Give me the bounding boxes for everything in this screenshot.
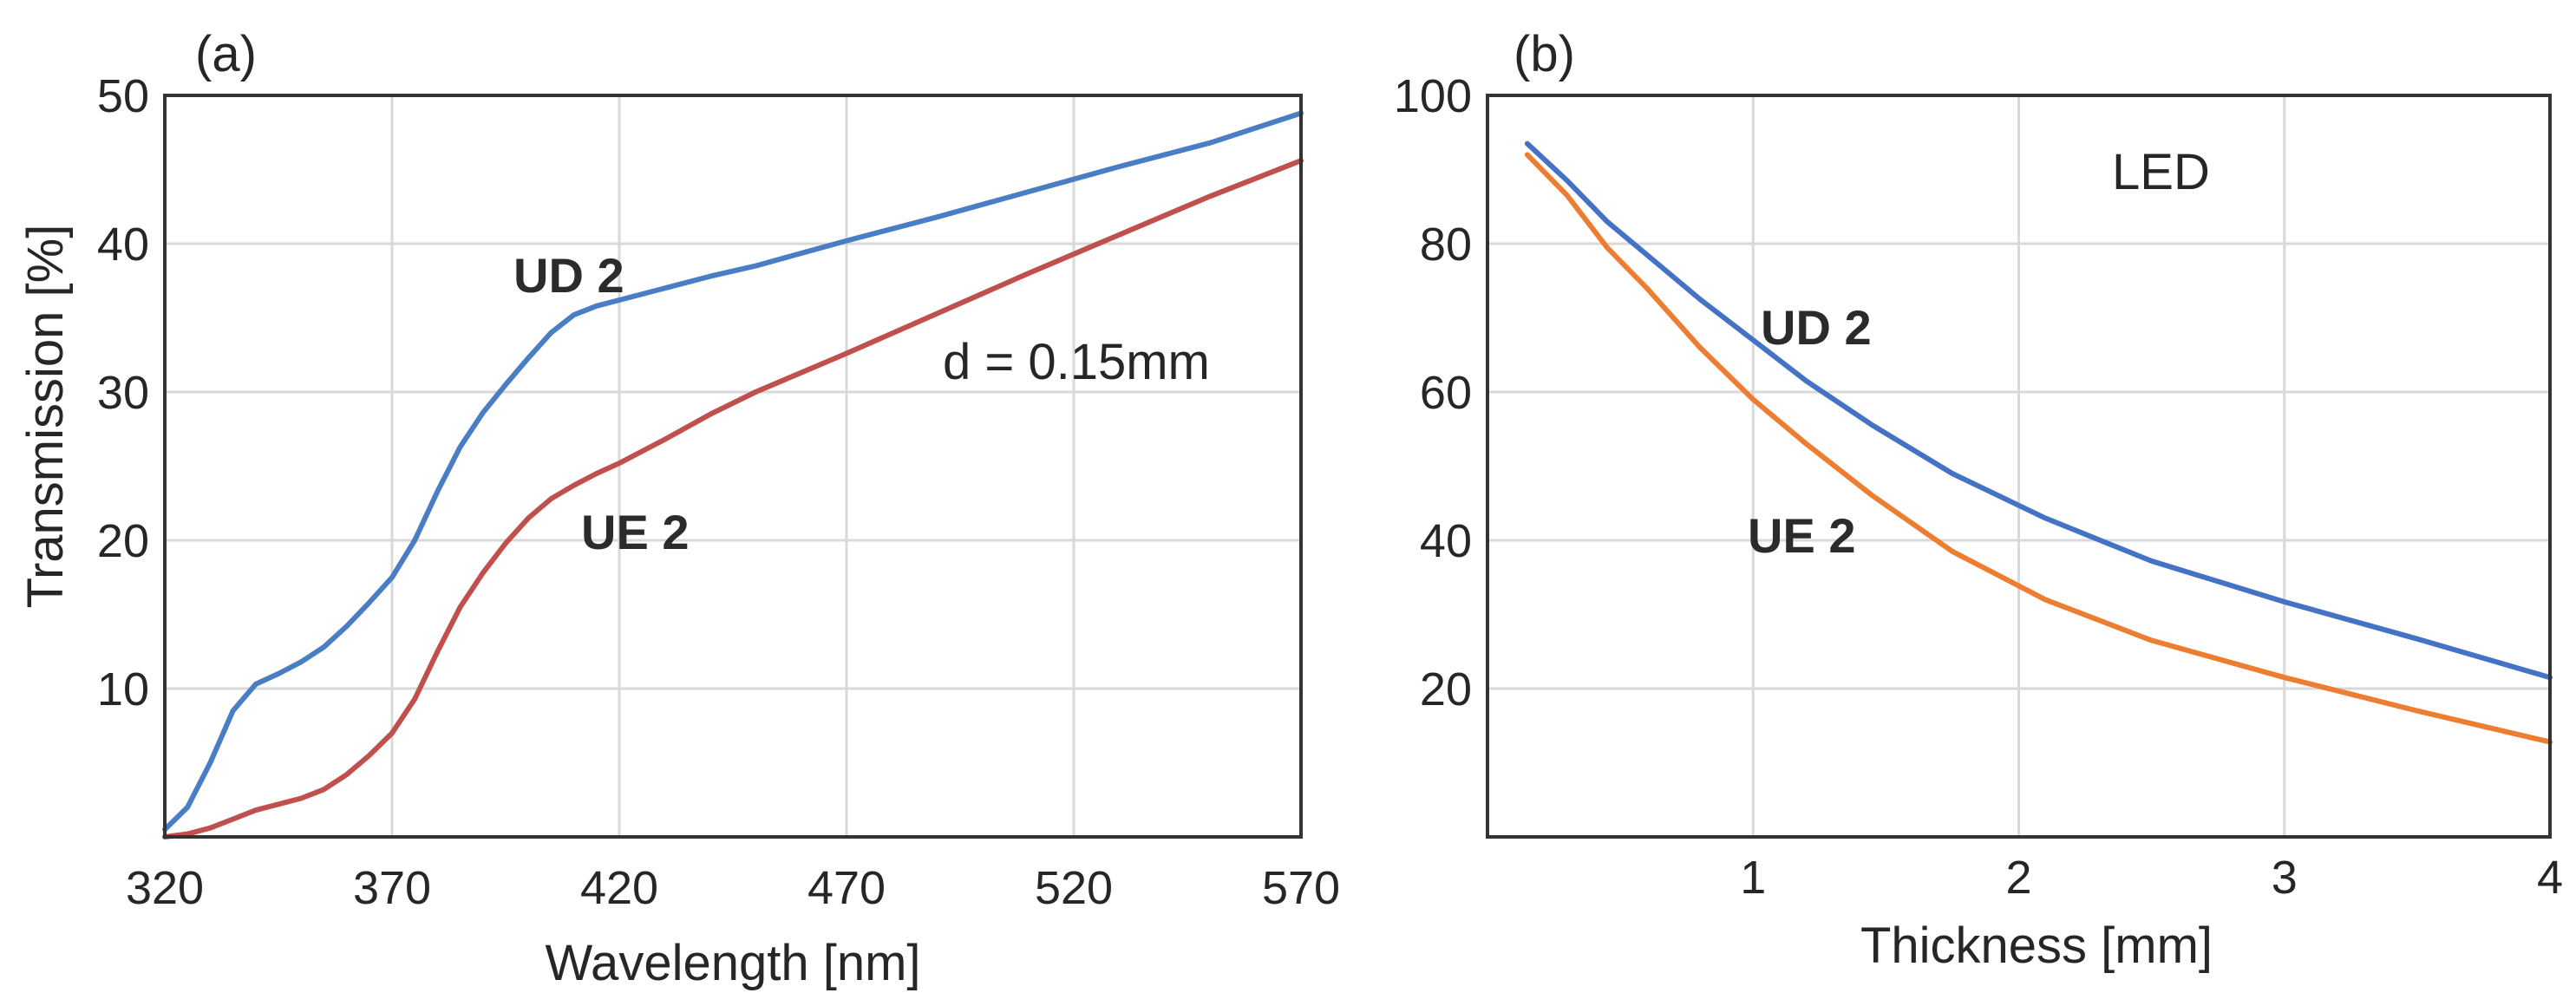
- panel-b: 1 2 3 4 20 40 60 80 100 (b) Thickness [mm] UD 2…: [1394, 26, 2563, 974]
- y-tick-label: 40: [1420, 515, 1472, 567]
- panel-a-label: (a): [195, 26, 257, 82]
- panel-a-thickness-note: d = 0.15mm: [943, 334, 1210, 390]
- panel-a-y-tick-labels: 10 20 30 40 50: [97, 70, 149, 715]
- x-tick-label: 370: [353, 862, 431, 914]
- panel-b-x-axis-title: Thickness [mm]: [1860, 918, 2213, 974]
- x-tick-label: 3: [2272, 852, 2298, 904]
- x-tick-label: 320: [126, 862, 204, 914]
- series-line-ud2: [162, 110, 1304, 833]
- panel-b-x-tick-labels: 1 2 3 4: [1740, 852, 2563, 904]
- panel-a-series-label-ue2: UE 2: [581, 505, 690, 559]
- panel-b-grid: [1487, 95, 2550, 837]
- series-line-ud2: [1524, 140, 2553, 681]
- series-line-ue2: [162, 158, 1304, 839]
- panel-a-series-lines: [162, 110, 1304, 839]
- series-line-ue2: [1524, 152, 2553, 745]
- y-tick-label: 10: [97, 663, 149, 715]
- panel-a-series-label-ud2: UD 2: [513, 248, 624, 303]
- y-tick-label: 50: [97, 70, 149, 122]
- panel-b-led-label: LED: [2112, 144, 2210, 200]
- x-tick-label: 420: [580, 862, 658, 914]
- y-tick-label: 80: [1420, 219, 1472, 271]
- x-tick-label: 1: [1740, 852, 1766, 904]
- panel-b-series-label-ue2: UE 2: [1748, 508, 1856, 563]
- y-tick-label: 100: [1394, 70, 1472, 122]
- x-tick-label: 2: [2005, 852, 2031, 904]
- y-tick-label: 20: [1420, 663, 1472, 715]
- x-tick-label: 520: [1035, 862, 1113, 914]
- panel-b-y-tick-labels: 20 40 60 80 100: [1394, 70, 1472, 715]
- y-tick-label: 30: [97, 367, 149, 419]
- y-tick-label: 40: [97, 219, 149, 271]
- panel-a-x-axis-title: Wavelength [nm]: [545, 935, 920, 991]
- panel-a: 320 370 420 470 520 570 10 20 30 40 50 (a) Wavele…: [17, 26, 1340, 991]
- x-tick-label: 570: [1262, 862, 1340, 914]
- panel-b-series-lines: [1524, 140, 2553, 745]
- panel-b-plot-frame: [1486, 94, 2552, 839]
- panel-a-y-axis-title: Transmission [%]: [17, 225, 74, 609]
- y-tick-label: 20: [97, 515, 149, 567]
- x-tick-label: 470: [807, 862, 886, 914]
- panel-a-x-tick-labels: 320 370 420 470 520 570: [126, 862, 1340, 914]
- panel-a-grid: [165, 95, 1301, 837]
- x-tick-label: 4: [2537, 852, 2563, 904]
- panel-b-label: (b): [1514, 26, 1575, 82]
- y-tick-label: 60: [1420, 367, 1472, 419]
- panel-a-plot-frame: [163, 94, 1303, 839]
- panel-b-series-label-ud2: UD 2: [1761, 300, 1872, 355]
